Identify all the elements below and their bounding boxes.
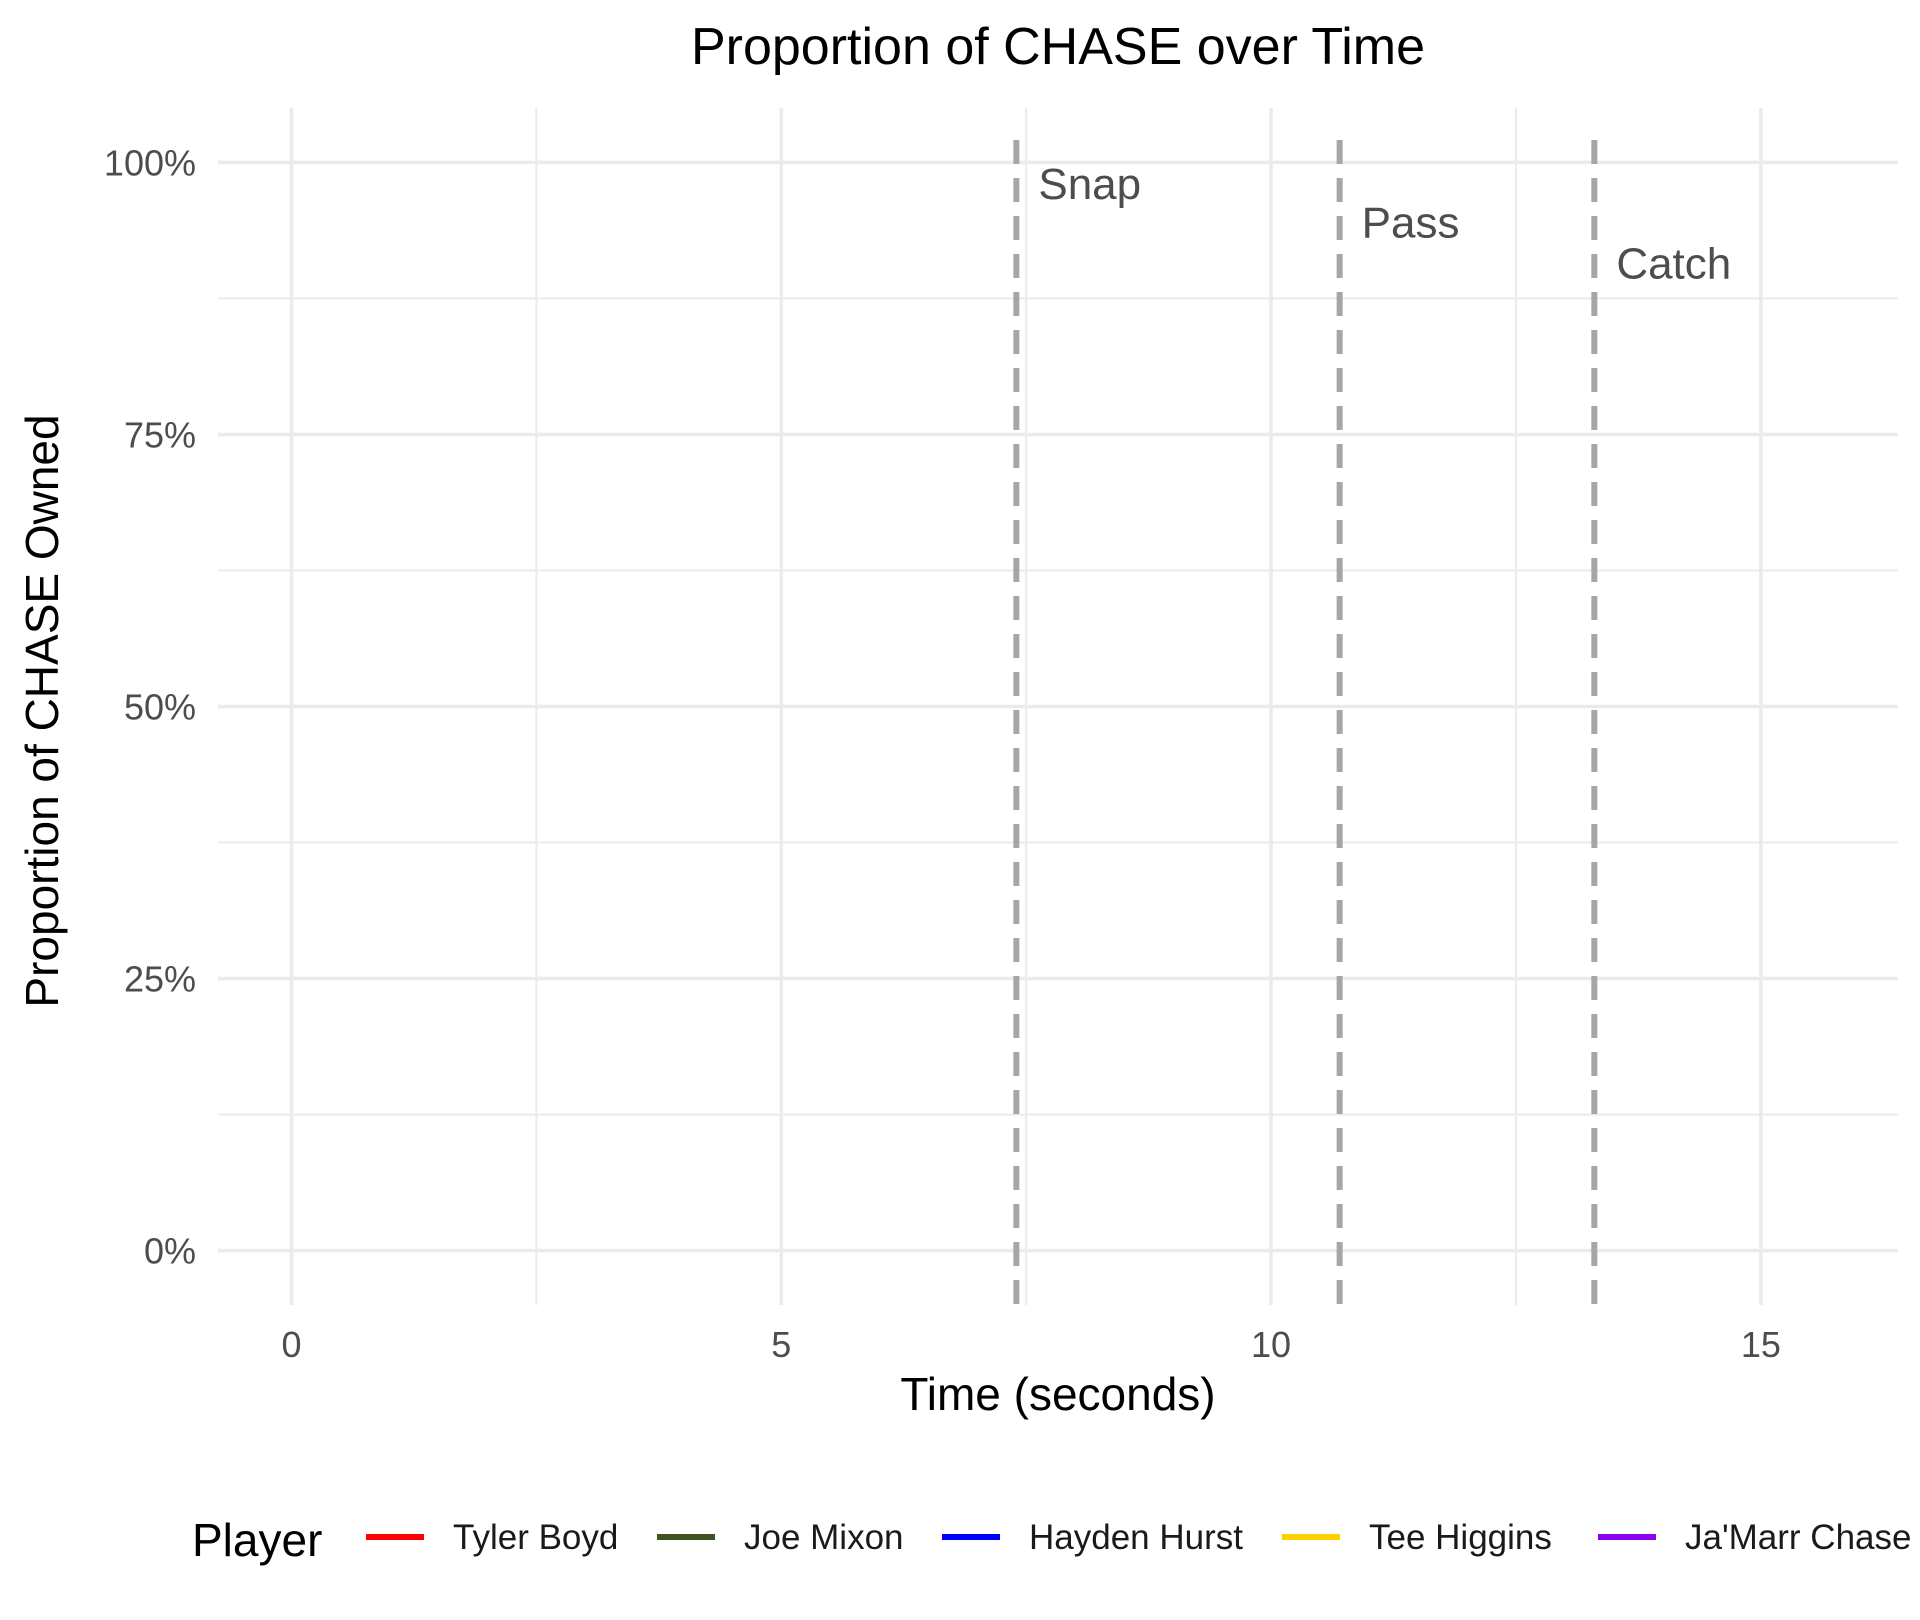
legend-label: Joe Mixon bbox=[744, 1518, 904, 1557]
y-tick-label: 100% bbox=[104, 142, 196, 183]
grid bbox=[218, 108, 1898, 1305]
event-markers: Snap Pass Catch bbox=[1013, 140, 1731, 1305]
y-axis-ticks: 0% 25% 50% 75% 100% bbox=[104, 142, 196, 1271]
y-axis-title: Proportion of CHASE Owned bbox=[16, 414, 68, 1007]
chart-title: Proportion of CHASE over Time bbox=[691, 18, 1425, 76]
legend-label: Tyler Boyd bbox=[453, 1518, 618, 1557]
x-axis-ticks: 0 5 10 15 bbox=[281, 1324, 1780, 1365]
event-label: Pass bbox=[1362, 198, 1460, 247]
y-tick-label: 0% bbox=[144, 1231, 196, 1272]
x-tick-label: 15 bbox=[1741, 1324, 1781, 1365]
legend-label: Ja'Marr Chase bbox=[1685, 1518, 1911, 1557]
event-label: Catch bbox=[1616, 240, 1731, 289]
legend-label: Tee Higgins bbox=[1369, 1518, 1552, 1557]
event-label: Snap bbox=[1038, 160, 1141, 209]
y-tick-label: 50% bbox=[124, 687, 196, 728]
x-tick-label: 5 bbox=[771, 1324, 791, 1365]
y-tick-label: 75% bbox=[124, 414, 196, 455]
legend-label: Hayden Hurst bbox=[1029, 1518, 1243, 1557]
y-tick-label: 25% bbox=[124, 959, 196, 1000]
legend: Player Tyler Boyd Joe Mixon Hayden Hurst Te… bbox=[192, 1514, 1911, 1566]
x-tick-label: 0 bbox=[281, 1324, 301, 1365]
x-axis-title: Time (seconds) bbox=[900, 1368, 1215, 1420]
legend-title: Player bbox=[192, 1514, 322, 1566]
x-tick-label: 10 bbox=[1251, 1324, 1291, 1365]
